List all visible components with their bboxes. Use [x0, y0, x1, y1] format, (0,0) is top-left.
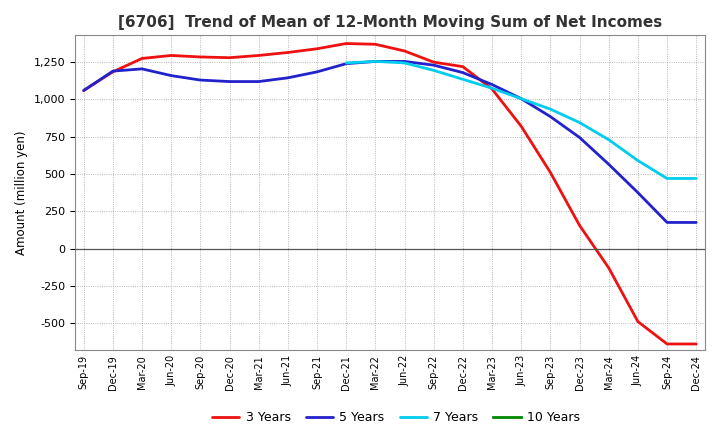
Y-axis label: Amount (million yen): Amount (million yen)	[15, 130, 28, 255]
Title: [6706]  Trend of Mean of 12-Month Moving Sum of Net Incomes: [6706] Trend of Mean of 12-Month Moving …	[118, 15, 662, 30]
Legend: 3 Years, 5 Years, 7 Years, 10 Years: 3 Years, 5 Years, 7 Years, 10 Years	[207, 407, 585, 429]
